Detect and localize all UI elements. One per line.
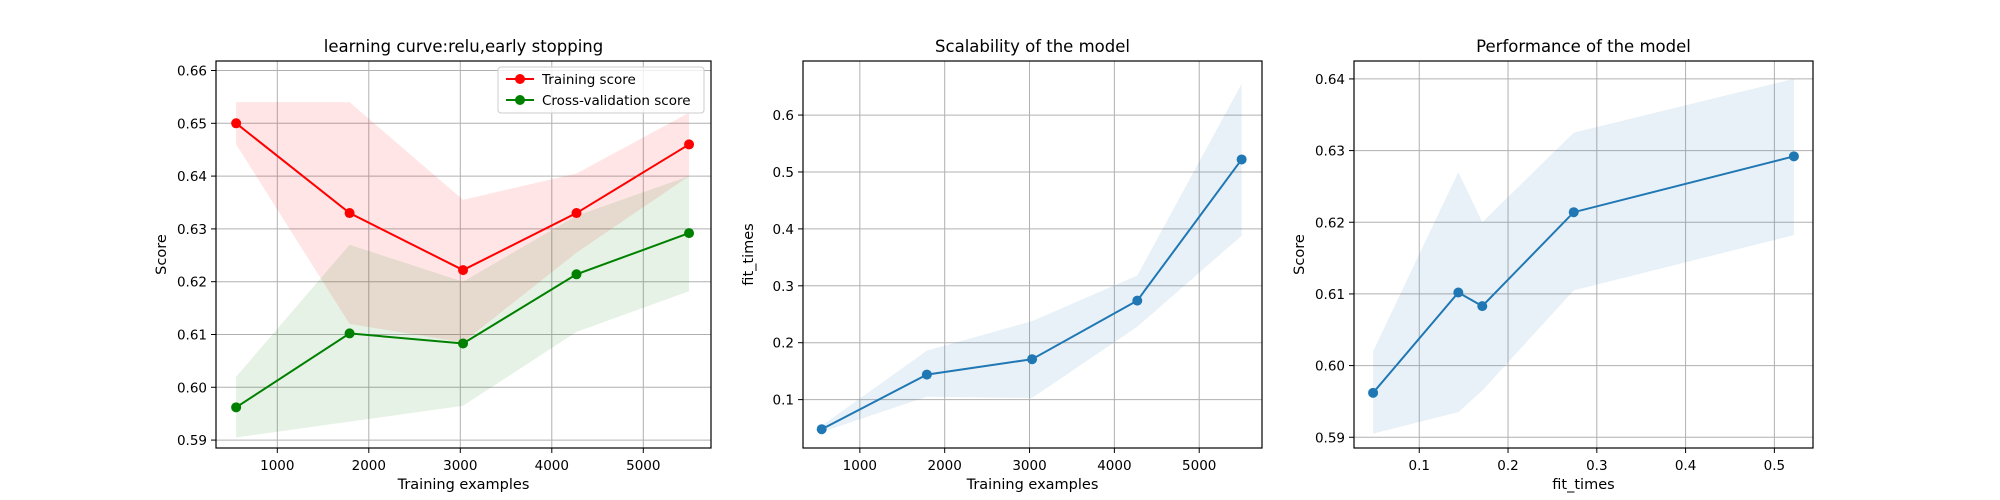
- series-1-point: [231, 118, 242, 129]
- y-tick-label: 0.60: [177, 380, 207, 396]
- y-tick-label: 0.60: [1315, 359, 1345, 375]
- y-tick-label: 0.59: [1315, 430, 1345, 446]
- y-tick-label: 0.61: [177, 327, 207, 343]
- series-1-point: [1236, 154, 1247, 165]
- x-tick-label: 0.1: [1409, 458, 1430, 474]
- x-tick-label: 0.3: [1586, 458, 1607, 474]
- series-2-point: [571, 269, 582, 280]
- series-1-point: [344, 208, 355, 219]
- series-2-point: [684, 228, 695, 239]
- x-tick-label: 3000: [1012, 458, 1046, 474]
- y-tick-label: 0.62: [177, 275, 207, 291]
- chart-panel-1: 1000 2000 3000 4000 5000 0.59 0.60 0.61 0.62 0.63…: [154, 37, 712, 493]
- series-2-point: [231, 402, 242, 413]
- chart-title: learning curve:relu,early stopping: [324, 37, 603, 56]
- x-tick-label: 5000: [626, 458, 660, 474]
- y-tick-label: 0.61: [1315, 287, 1345, 303]
- series-1-point: [1568, 207, 1579, 218]
- legend-label: Training score: [541, 72, 636, 88]
- series-1-point: [458, 265, 469, 276]
- series-2-band: [236, 176, 690, 438]
- x-tick-label: 1000: [843, 458, 877, 474]
- legend-box: [497, 66, 705, 114]
- series-1-point: [921, 369, 932, 380]
- series-1-point: [684, 139, 695, 150]
- y-tick-label: 0.3: [773, 279, 794, 295]
- y-tick-label: 0.65: [177, 116, 207, 132]
- legend: Training score Cross-validation score: [497, 66, 705, 114]
- chart-title: Performance of the model: [1476, 37, 1691, 56]
- x-tick-label: 5000: [1182, 458, 1216, 474]
- legend-label: Cross-validation score: [542, 93, 691, 109]
- chart-panel-2: 1000 2000 3000 4000 5000 0.1 0.2 0.3 0.4 0.5 0.6 Sc…: [741, 37, 1263, 493]
- series-1-point: [1477, 301, 1488, 312]
- y-tick-label: 0.63: [177, 222, 207, 238]
- x-axis-label: Training examples: [966, 477, 1099, 493]
- series-2-point: [458, 338, 469, 349]
- series-1-band: [821, 83, 1242, 433]
- legend-swatch-marker: [515, 95, 525, 105]
- x-tick-label: 2000: [928, 458, 962, 474]
- series-1-point: [571, 208, 582, 219]
- x-tick-label: 4000: [535, 458, 569, 474]
- y-tick-label: 0.64: [1315, 72, 1345, 88]
- x-tick-label: 4000: [1097, 458, 1131, 474]
- series-1-point: [1788, 151, 1799, 162]
- x-tick-label: 3000: [443, 458, 477, 474]
- y-tick-label: 0.66: [177, 64, 207, 80]
- y-tick-label: 0.1: [773, 393, 794, 409]
- series-1-band: [1373, 78, 1794, 434]
- x-tick-label: 1000: [260, 458, 294, 474]
- x-axis-label: fit_times: [1552, 477, 1614, 493]
- axes-frame: [215, 60, 712, 449]
- y-axis-label: fit_times: [741, 223, 757, 285]
- series-1-band: [236, 102, 690, 343]
- chart-panel-3: 0.1 0.2 0.3 0.4 0.5 0.59 0.60 0.61 0.62 0.63 0.64 P…: [1292, 37, 1814, 493]
- x-tick-label: 2000: [352, 458, 386, 474]
- y-tick-label: 0.62: [1315, 215, 1345, 231]
- y-tick-label: 0.63: [1315, 144, 1345, 160]
- x-tick-label: 0.4: [1675, 458, 1696, 474]
- y-tick-label: 0.59: [177, 433, 207, 449]
- y-tick-label: 0.2: [773, 336, 794, 352]
- y-tick-label: 0.64: [177, 169, 207, 185]
- series-1-point: [1132, 295, 1143, 306]
- x-tick-label: 0.2: [1497, 458, 1518, 474]
- y-axis-label: Score: [154, 234, 170, 275]
- x-tick-label: 0.5: [1764, 458, 1785, 474]
- series-1-point: [816, 424, 827, 435]
- y-tick-label: 0.4: [773, 222, 794, 238]
- series-1-point: [1027, 354, 1038, 365]
- y-tick-label: 0.5: [773, 165, 794, 181]
- chart-title: Scalability of the model: [935, 37, 1130, 56]
- x-axis-label: Training examples: [397, 477, 530, 493]
- legend-swatch-marker: [515, 74, 525, 84]
- axes-frame: [802, 60, 1263, 449]
- series-1-point: [1453, 287, 1464, 298]
- series-1-point: [1368, 387, 1379, 398]
- y-tick-label: 0.6: [773, 108, 794, 124]
- series-2-point: [344, 328, 355, 339]
- y-axis-label: Score: [1292, 234, 1308, 275]
- axes-frame: [1353, 60, 1814, 449]
